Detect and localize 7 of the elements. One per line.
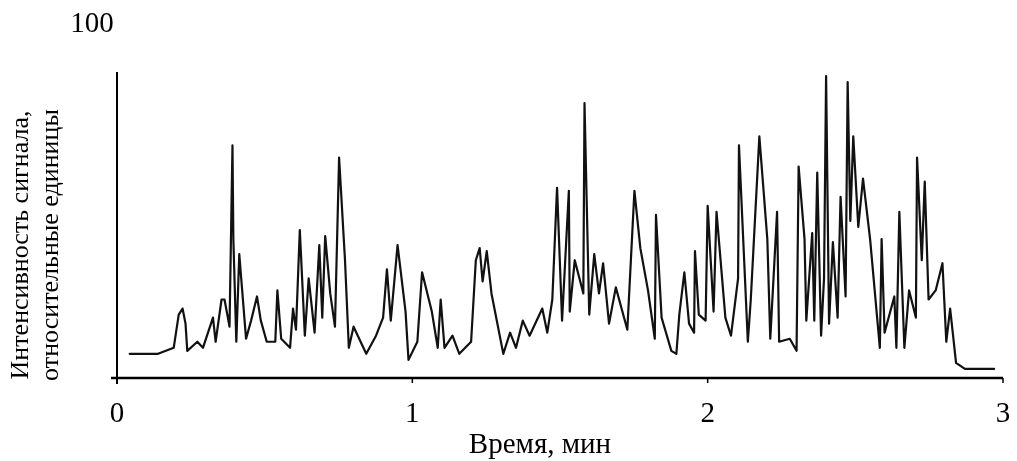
x-tick-label: 0	[109, 396, 125, 428]
text: 100	[70, 6, 114, 38]
x-tick-label: 1	[405, 396, 420, 428]
x-axis-title: Время, мин	[468, 427, 612, 459]
x-tick-label: 2	[700, 396, 715, 428]
x-tick-label: 3	[995, 396, 1011, 428]
y-axis-title: Интенсивность сигнала, относительные единицы	[5, 109, 64, 381]
